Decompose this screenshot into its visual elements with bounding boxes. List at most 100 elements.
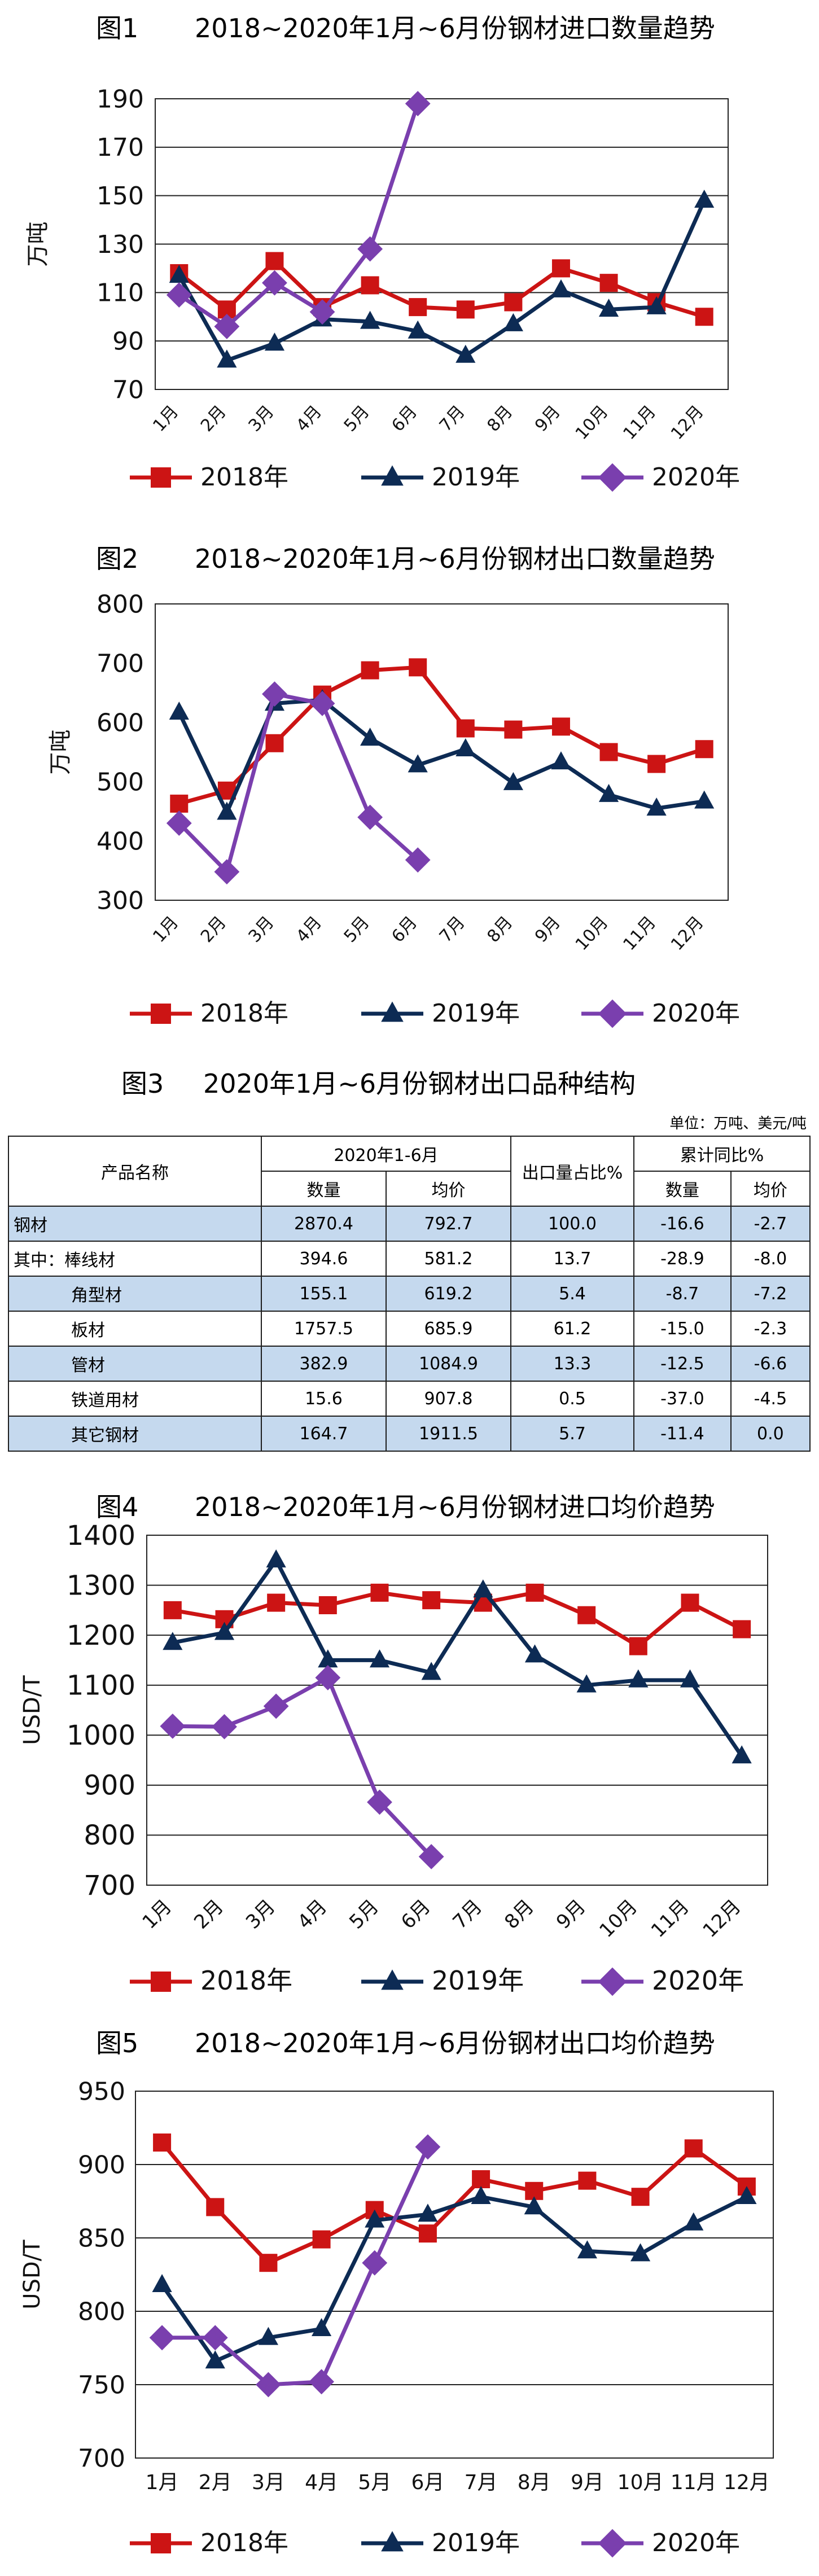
x-tick-label: 3月 [245,913,278,947]
cell-yoy-price: -8.0 [730,1241,811,1277]
cell-yoy-price: -2.7 [730,1206,811,1242]
x-tick-label: 2月 [199,2471,232,2494]
data-point-marker [152,2274,172,2292]
cell-share: 5.7 [510,1416,634,1452]
data-point-marker [153,2133,172,2152]
cell-qty: 1757.5 [261,1311,387,1347]
x-tick-label: 5月 [345,1895,383,1934]
cell-name: 其它钢材 [8,1416,262,1452]
data-point-marker [361,276,379,295]
x-tick-label: 9月 [531,913,564,947]
x-tick-label: 10月 [617,2471,664,2494]
data-point-marker [258,2327,279,2345]
data-point-marker [163,1601,182,1619]
x-tick-label: 10月 [595,1895,642,1942]
y-tick-label: 1300 [67,1570,135,1601]
cell-yoy-price: -7.2 [730,1276,811,1312]
data-point-marker [309,2369,334,2395]
x-tick-label: 2月 [197,402,230,436]
y-tick-label: 750 [78,2371,125,2399]
data-point-marker [217,801,237,820]
legend-label: 2019年 [432,999,520,1028]
data-point-marker [473,1579,493,1598]
data-point-marker [409,658,427,677]
y-tick-label: 700 [84,1870,135,1902]
cell-name: 钢材 [8,1206,262,1242]
data-point-marker [151,467,171,488]
data-point-marker [646,798,667,816]
data-point-marker [598,1967,627,1996]
data-point-marker [217,349,237,368]
legend-label: 2020年 [652,463,740,492]
data-point-marker [202,2325,228,2351]
y-tick-label: 800 [78,2297,125,2326]
y-tick-label: 90 [112,327,144,356]
data-point-marker [381,2531,404,2552]
data-point-marker [578,2171,597,2190]
data-point-marker [418,2224,437,2243]
cell-share: 100.0 [510,1206,634,1242]
table-row: 铁道用材 15.6 907.8 0.5 -37.0 -4.5 [8,1381,811,1417]
data-point-marker [646,296,667,314]
chart-panel-export-price: 图5 2018~2020年1月~6月份钢材出口均价趋势 700 750 800 850… [0,2015,819,2576]
cell-qty: 164.7 [261,1416,387,1452]
cell-price: 685.9 [386,1311,511,1347]
table-row: 其它钢材 164.7 1911.5 5.7 -11.4 0.0 [8,1416,811,1452]
y-tick-label: 700 [97,649,144,678]
cell-name: 板材 [8,1311,262,1347]
x-tick-label: 12月 [724,2471,770,2494]
series-line-1 [172,1591,743,1649]
table-title: 图3 2020年1月~6月份钢材出口品种结构 [0,1055,819,1112]
y-tick-label: 1100 [67,1670,135,1702]
chart-svg: 300 400 500 600 700 800 万吨 1月 2月 3月 4月 5月 6月 7月 8月 9月 10… [47,590,740,1028]
legend-label: 2019年 [432,2529,520,2557]
header-share: 出口量占比% [510,1136,634,1207]
cell-yoy-price: 0.0 [730,1416,811,1452]
legend-label: 2020年 [652,2529,740,2557]
data-point-marker [149,2325,175,2351]
table-row: 其中：棒线材 394.6 581.2 13.7 -28.9 -8.0 [8,1241,811,1277]
y-tick-label: 70 [112,375,144,404]
data-point-marker [259,2254,278,2272]
x-tick-label: 3月 [252,2471,285,2494]
data-point-marker [694,190,715,208]
x-tick-label: 9月 [531,402,564,436]
x-tick-label: 10月 [572,913,612,954]
x-tick-label: 4月 [305,2471,338,2494]
data-point-marker [421,1662,441,1680]
data-point-marker [733,1620,751,1639]
y-tick-label: 900 [78,2150,125,2179]
series-line-3 [177,692,419,874]
y-tick-label: 500 [97,768,144,796]
data-point-marker [629,1637,647,1655]
data-point-marker [405,91,431,116]
y-tick-label: 950 [78,2077,125,2106]
cell-yoy-price: -4.5 [730,1381,811,1417]
data-point-marker [684,2212,704,2231]
cell-name: 角型材 [8,1276,262,1312]
data-point-marker [524,2196,544,2215]
data-point-marker [504,293,523,312]
cell-yoy-qty: -15.0 [633,1311,732,1347]
data-point-marker [318,1649,338,1668]
data-point-marker [205,2350,225,2369]
y-tick-label: 300 [97,886,144,915]
data-point-marker [214,859,240,884]
y-tick-label: 110 [97,279,144,308]
data-point-marker [503,772,523,790]
data-point-marker [503,313,523,331]
chart-title: 图5 2018~2020年1月~6月份钢材出口均价趋势 [0,2015,819,2071]
chart-title-text: 2018~2020年1月~6月份钢材出口均价趋势 [195,2028,715,2058]
data-point-marker [598,463,627,492]
x-tick-label: 3月 [242,1895,280,1934]
data-point-marker [163,1632,183,1650]
y-tick-label: 850 [78,2224,125,2253]
chart-title-text: 2018~2020年1月~6月份钢材进口均价趋势 [195,1492,715,1522]
data-point-marker [737,2186,757,2204]
data-point-marker [265,252,284,270]
data-point-marker [680,1669,700,1688]
data-point-marker [456,719,475,738]
x-tick-label: 1月 [149,402,182,436]
cell-yoy-price: -2.3 [730,1311,811,1347]
data-point-marker [151,2533,171,2553]
